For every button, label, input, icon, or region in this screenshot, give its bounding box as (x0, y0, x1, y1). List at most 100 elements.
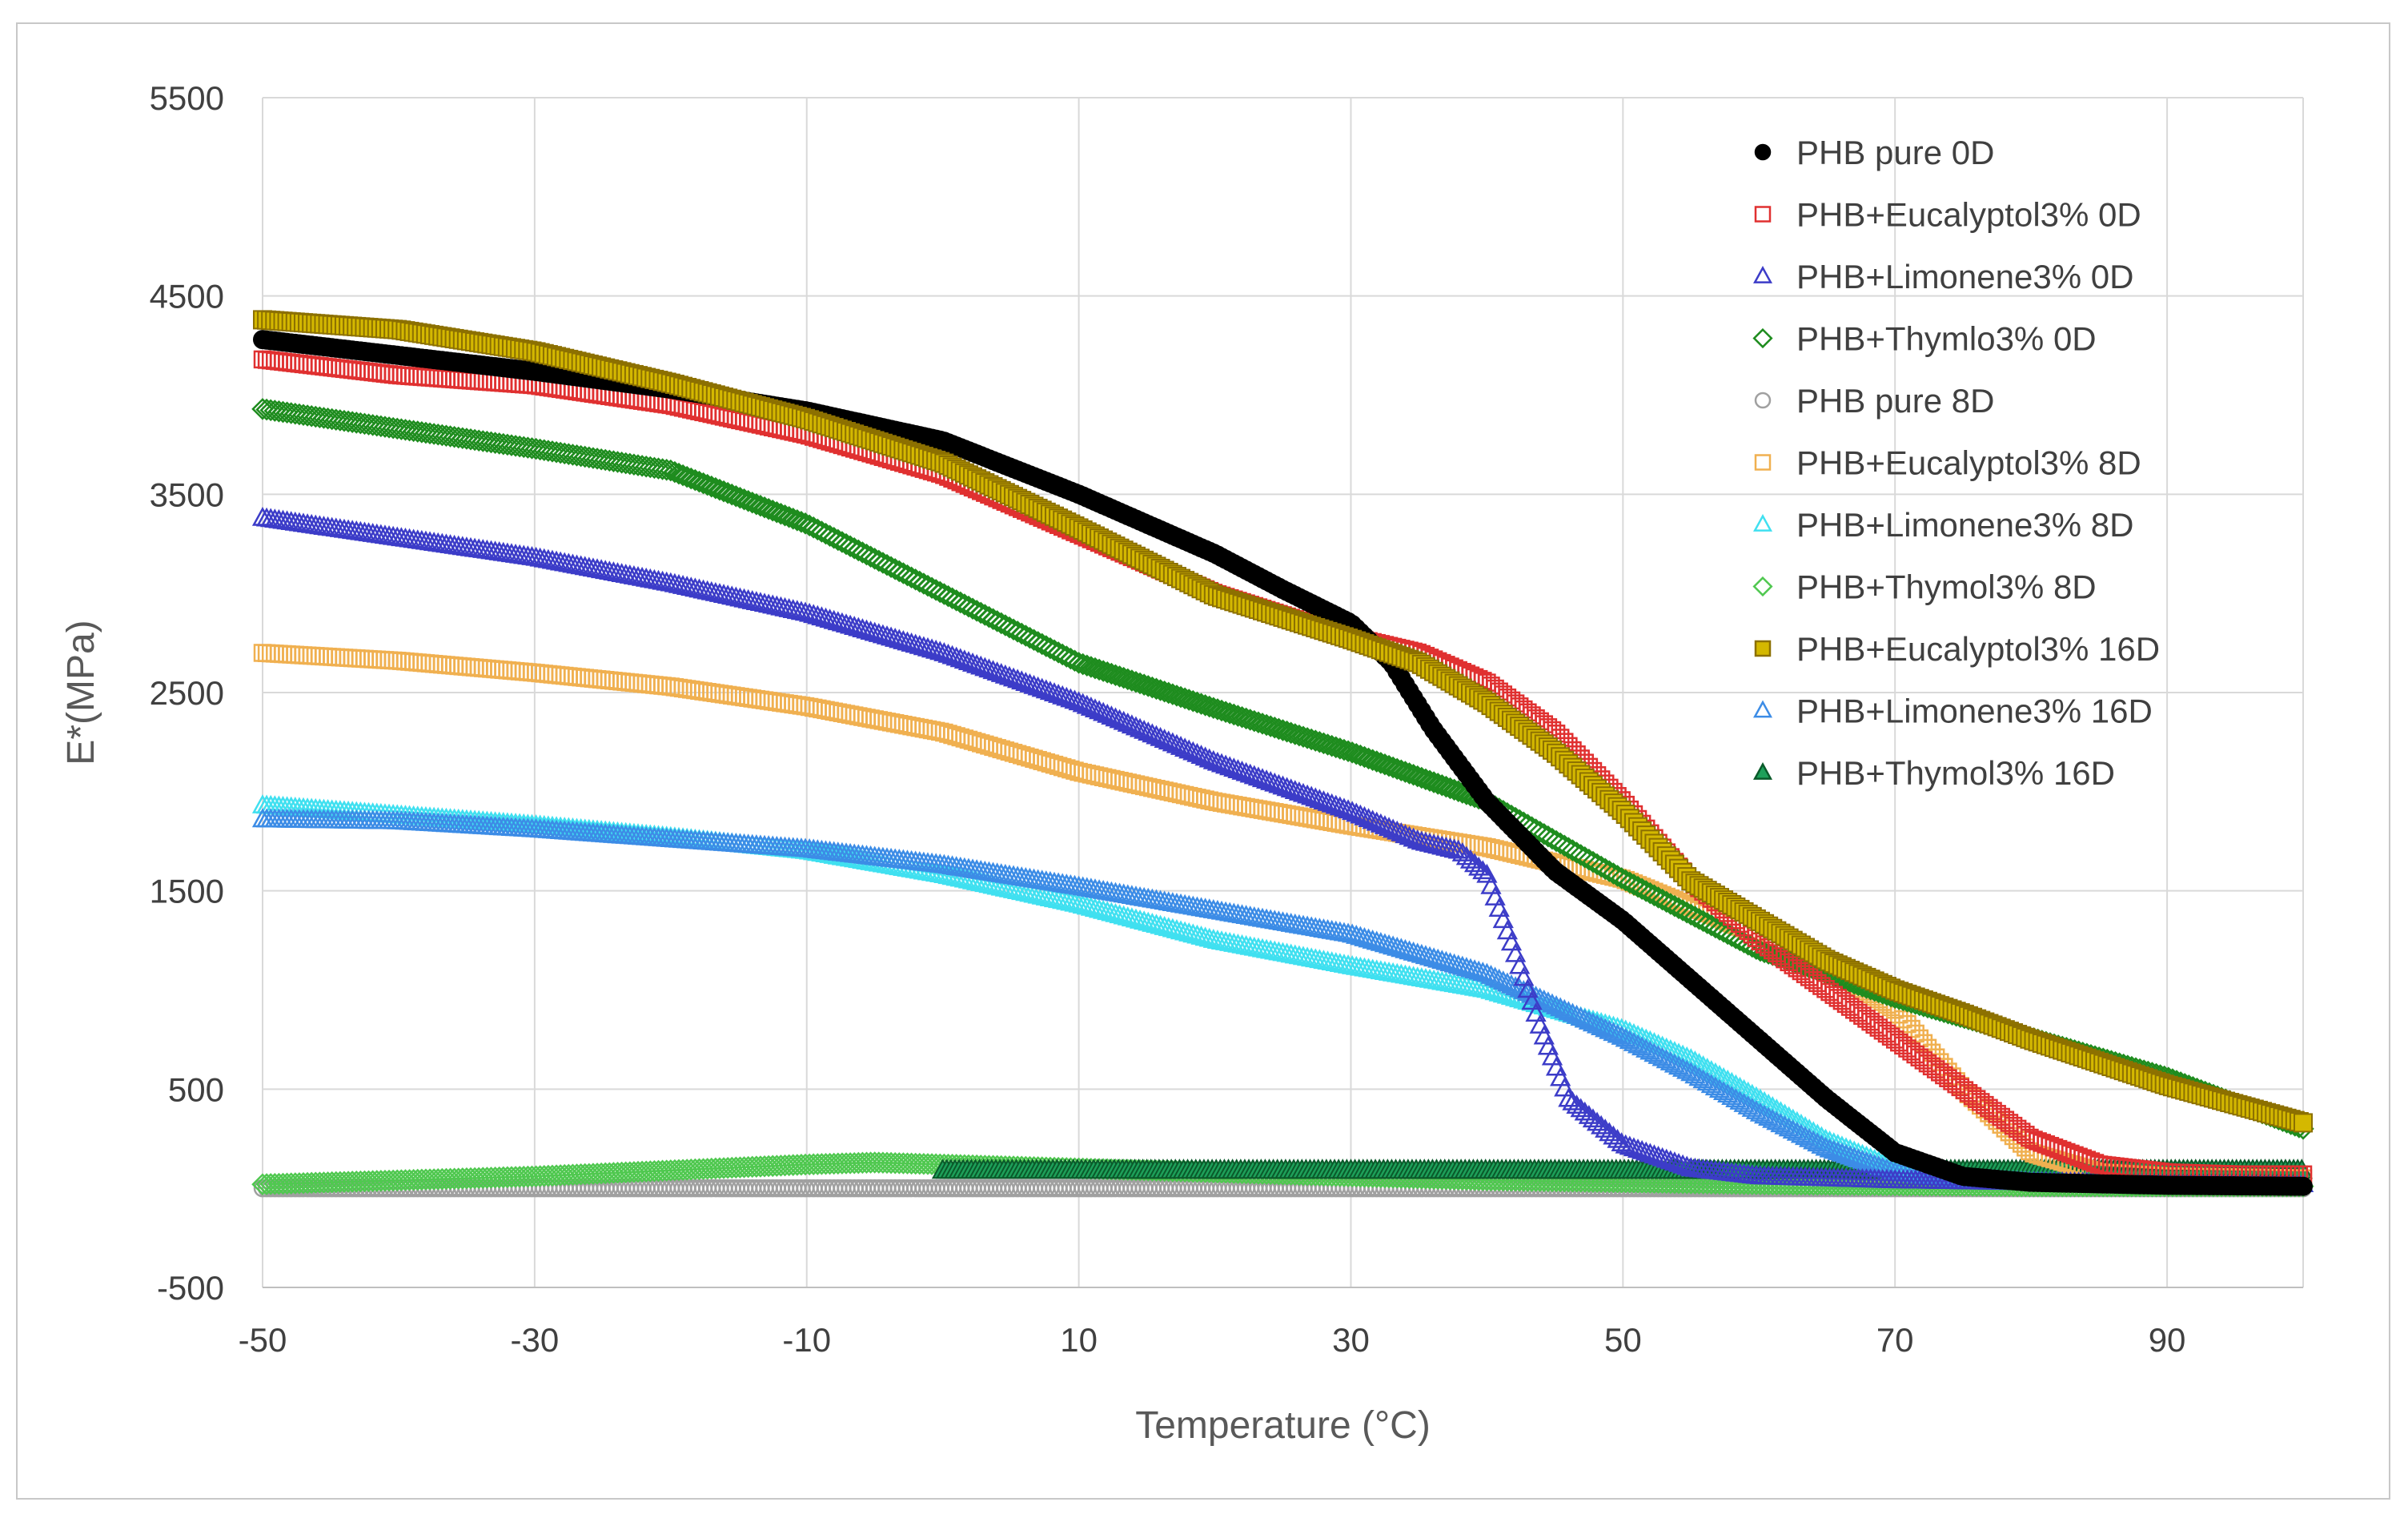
data-point (1513, 979, 1535, 999)
data-point (1104, 664, 1127, 686)
data-point (1138, 721, 1159, 741)
data-point (1386, 757, 1409, 781)
data-point (1341, 741, 1363, 764)
data-point (724, 484, 748, 508)
data-point (1084, 657, 1106, 680)
data-point (1125, 671, 1147, 693)
data-point (1582, 1108, 1604, 1128)
data-point (664, 460, 686, 484)
data-point (1394, 761, 1417, 783)
data-point (1562, 1002, 1583, 1022)
data-point (1554, 998, 1575, 1018)
data-point (1447, 780, 1470, 802)
data-point (1521, 983, 1543, 1003)
data-point (1684, 1050, 1706, 1070)
data-point (1700, 1074, 1722, 1094)
data-point (1247, 711, 1270, 734)
data-point (1174, 687, 1196, 710)
data-point (1145, 677, 1168, 701)
data-point (1574, 1101, 1595, 1121)
data-point (1342, 801, 1363, 821)
data-point (1097, 703, 1118, 723)
data-point (1275, 720, 1298, 743)
data-point (757, 497, 780, 520)
data-point (1607, 1128, 1628, 1148)
data-point (1647, 1045, 1669, 1064)
data-point (1105, 707, 1126, 727)
data-point (732, 488, 756, 511)
data-point (1696, 1071, 1718, 1091)
data-point (1378, 817, 1400, 837)
data-point (1758, 1106, 1780, 1126)
data-point (1362, 809, 1383, 829)
data-point (1566, 1094, 1587, 1114)
data-point (1480, 874, 1502, 894)
data-point (1680, 1062, 1702, 1082)
data-point (1790, 1123, 1812, 1143)
data-point (1166, 733, 1188, 753)
data-point (1350, 804, 1371, 824)
data-point (680, 467, 703, 490)
data-point (1353, 745, 1376, 769)
data-point (1749, 1102, 1772, 1122)
data-point (1708, 1078, 1731, 1098)
data-point (712, 480, 735, 503)
y-tick-label: 5500 (150, 79, 224, 117)
data-point (1222, 703, 1246, 726)
data-point (1607, 1023, 1628, 1043)
data-point (668, 462, 690, 485)
data-point (1749, 939, 1772, 962)
data-point (1337, 740, 1359, 762)
data-point (1517, 978, 1539, 998)
data-point (1541, 993, 1563, 1013)
data-point (1178, 739, 1200, 759)
data-point (1733, 1078, 1755, 1098)
y-tick-label: 500 (168, 1070, 224, 1108)
data-point (1443, 778, 1466, 801)
data-point (1186, 691, 1209, 714)
data-point (1591, 1016, 1612, 1036)
y-tick-label: -500 (157, 1269, 224, 1307)
data-point (1170, 685, 1192, 709)
x-tick-label: 90 (2149, 1321, 2186, 1359)
data-point (1214, 701, 1237, 723)
data-point (655, 459, 678, 481)
data-point (1741, 1083, 1763, 1103)
data-point (1753, 1090, 1776, 1110)
data-point (1158, 730, 1179, 750)
data-point (1803, 1130, 1824, 1150)
data-point (1108, 665, 1131, 688)
data-point (1550, 997, 1571, 1017)
data-point (1635, 1038, 1657, 1058)
data-point (1558, 1087, 1579, 1107)
data-point (736, 489, 760, 512)
data-point (1712, 1081, 1735, 1101)
data-point (1758, 1093, 1780, 1113)
data-point (1113, 710, 1134, 730)
data-point (1288, 724, 1310, 747)
data-point (1346, 802, 1367, 822)
data-point (1395, 824, 1416, 844)
data-point (1615, 1027, 1636, 1047)
data-point (688, 470, 711, 493)
y-tick-label: 4500 (150, 278, 224, 315)
data-point (1186, 742, 1208, 762)
data-point (1574, 1008, 1595, 1028)
data-point (765, 501, 789, 524)
data-point (660, 459, 682, 482)
data-point (1153, 680, 1176, 703)
data-point (1206, 698, 1229, 721)
data-point (684, 468, 707, 492)
data-point (1774, 1114, 1796, 1134)
data-point (1500, 931, 1523, 951)
data-point (1676, 1046, 1698, 1066)
data-point (1680, 1048, 1702, 1067)
data-point (1484, 966, 1506, 986)
data-point (1545, 995, 1567, 1014)
data-point (1566, 1004, 1587, 1024)
data-point (1729, 1090, 1751, 1110)
data-point (1684, 1064, 1706, 1084)
data-point (1129, 672, 1151, 695)
data-point (1296, 727, 1318, 749)
